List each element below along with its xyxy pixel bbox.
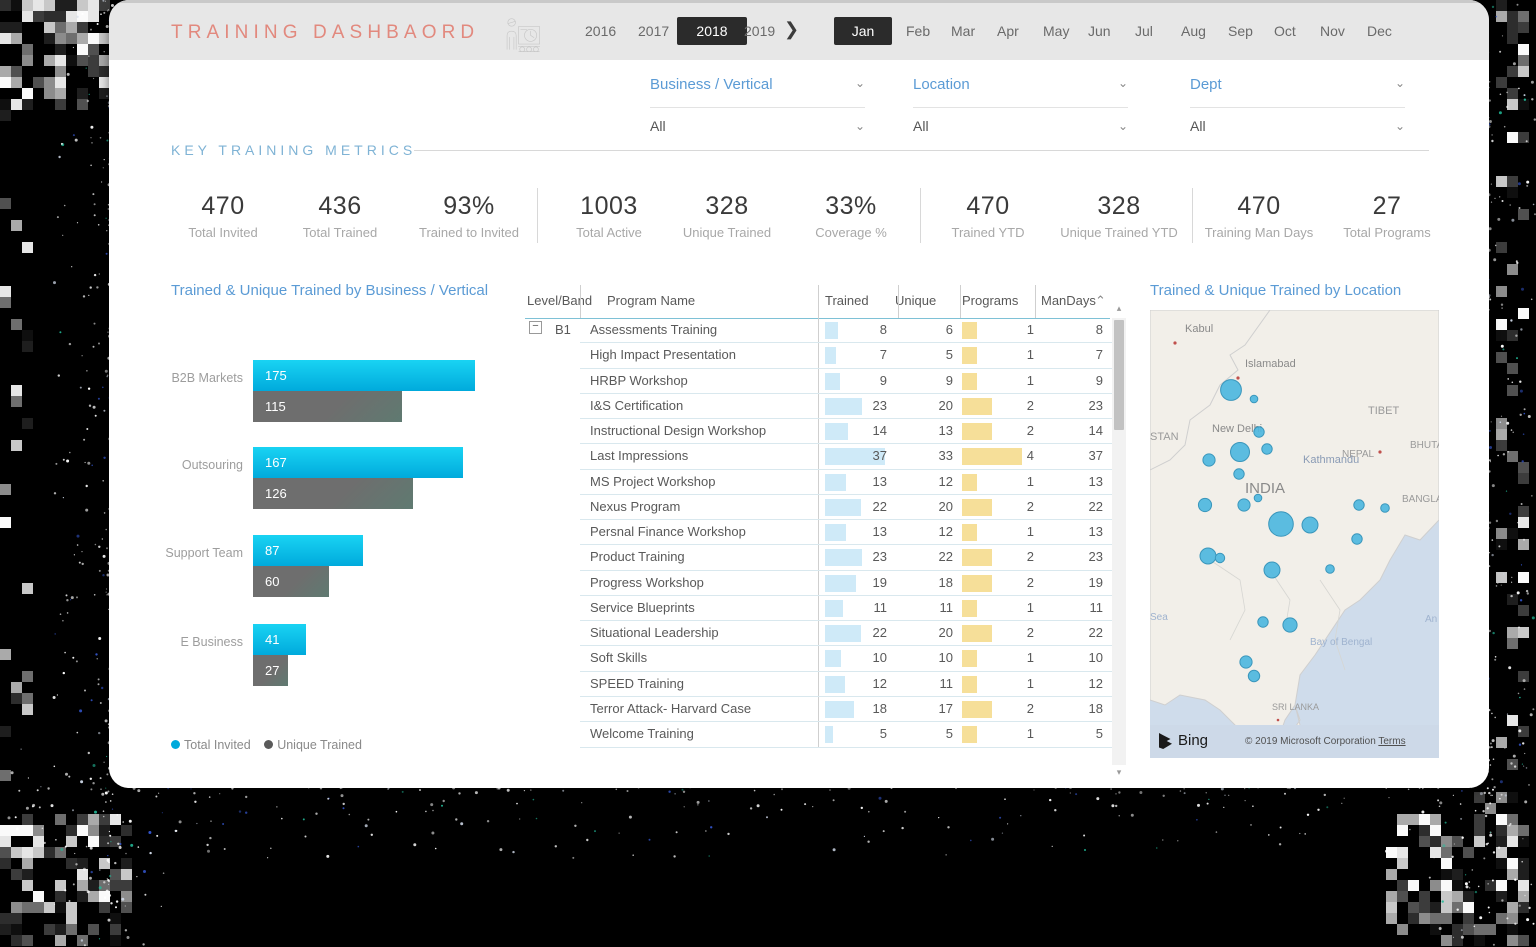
- svg-text:SRI LANKA: SRI LANKA: [1272, 702, 1319, 712]
- svg-text:Kathmandu: Kathmandu: [1303, 454, 1359, 466]
- svg-text:Sea: Sea: [1150, 612, 1168, 623]
- svg-text:An: An: [1425, 614, 1437, 625]
- svg-text:BANGLADESH: BANGLADESH: [1402, 494, 1439, 505]
- svg-text:Islamabad: Islamabad: [1245, 358, 1296, 370]
- svg-text:Bay of Bengal: Bay of Bengal: [1310, 637, 1372, 648]
- svg-text:STAN: STAN: [1150, 431, 1179, 443]
- svg-text:Kabul: Kabul: [1185, 323, 1213, 335]
- svg-text:BHUTAN: BHUTAN: [1410, 440, 1439, 451]
- svg-text:INDIA: INDIA: [1245, 480, 1285, 497]
- svg-text:TIBET: TIBET: [1368, 405, 1399, 417]
